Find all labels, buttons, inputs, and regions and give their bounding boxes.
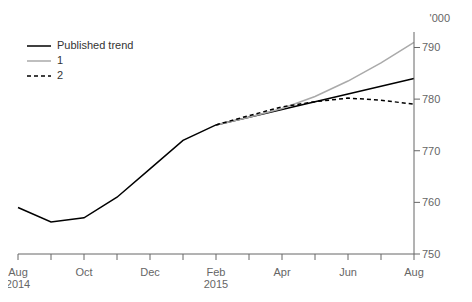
svg-text:Aug2014: Aug2014 [8, 266, 30, 290]
svg-text:Oct: Oct [75, 266, 92, 278]
svg-text:780: 780 [422, 93, 440, 105]
svg-text:760: 760 [422, 196, 440, 208]
svg-text:Feb2015: Feb2015 [204, 266, 228, 290]
html-text:'000: '000 [429, 12, 450, 24]
html-text:2: 2 [57, 69, 64, 81]
svg-text:770: 770 [422, 145, 440, 157]
svg-text:Dec: Dec [140, 266, 160, 278]
html-text:1: 1 [57, 54, 64, 66]
html-text:Published trend: Published trend [57, 39, 134, 51]
svg-text:750: 750 [422, 248, 440, 260]
svg-text:Jun: Jun [339, 266, 357, 278]
svg-text:Apr: Apr [273, 266, 290, 278]
svg-text:Aug: Aug [404, 266, 424, 278]
svg-text:790: 790 [422, 41, 440, 53]
